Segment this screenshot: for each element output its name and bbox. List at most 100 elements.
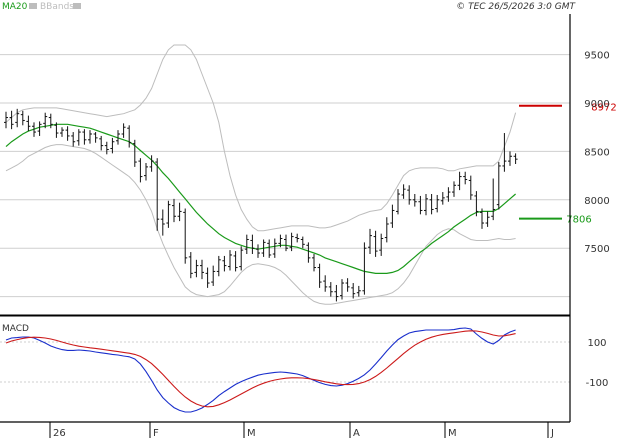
ohlc-bar	[328, 282, 333, 297]
ohlc-bar	[65, 126, 70, 141]
macd-tick-label: -100	[586, 378, 609, 389]
ohlc-bar	[295, 233, 300, 243]
price-tick-label: 7500	[584, 244, 609, 255]
bb-lower-line	[5, 144, 516, 305]
ohlc-bar	[267, 239, 272, 258]
ohlc-bar	[250, 234, 255, 254]
ohlc-bar	[452, 181, 456, 197]
ohlc-bar	[82, 129, 87, 145]
ohlc-bar	[502, 133, 507, 172]
ohlc-bar	[54, 122, 59, 138]
ohlc-bar	[138, 158, 143, 183]
ohlc-bar	[278, 234, 283, 248]
ohlc-bar	[457, 171, 462, 191]
ohlc-bar	[368, 228, 372, 254]
x-tick-label: M	[448, 428, 457, 439]
y-tick-labels: 9500 9000 8500 8000 7500 100 -100	[584, 51, 609, 389]
ohlc-bar	[76, 129, 81, 146]
ohlc-bar	[300, 236, 305, 249]
price-tick-label: 8500	[584, 147, 609, 158]
chart-frame	[0, 14, 571, 423]
ohlc-bar	[424, 194, 428, 216]
ohlc-bar	[272, 238, 277, 258]
ohlc-bar	[20, 110, 25, 126]
bollinger-bands	[5, 44, 517, 305]
ohlc-bar	[284, 234, 288, 252]
ohlc-bar	[166, 200, 171, 228]
macd-line	[5, 327, 516, 413]
ohlc-bar	[480, 208, 484, 229]
ohlc-bar	[233, 251, 238, 272]
ohlc-bar	[239, 246, 244, 271]
ohlc-bar	[351, 283, 356, 299]
ohlc-bar	[183, 208, 188, 264]
x-tick-label: M	[247, 428, 256, 439]
ohlc-bar	[306, 242, 311, 263]
ohlc-bar	[188, 252, 193, 279]
ohlc-bar	[496, 162, 501, 210]
ohlc-bar	[407, 185, 412, 205]
ohlc-bar	[26, 115, 31, 132]
ohlc-bars	[4, 108, 518, 302]
ohlc-bar	[418, 195, 423, 215]
ohlc-bar	[289, 232, 294, 252]
macd-tick-label: 100	[587, 338, 606, 349]
ohlc-bar	[200, 259, 204, 280]
x-tick-label: F	[153, 428, 159, 439]
x-tick-label: A	[353, 428, 360, 439]
ohlc-bar	[194, 259, 199, 278]
ma20-line	[5, 123, 516, 274]
ohlc-bar	[256, 244, 260, 258]
ohlc-bar	[144, 163, 148, 181]
ohlc-bar	[373, 230, 378, 257]
support-label: 7806	[566, 215, 591, 226]
ohlc-bar	[110, 137, 115, 154]
ohlc-bar	[340, 279, 344, 300]
ohlc-bar	[88, 130, 92, 144]
price-tick-label: 8000	[584, 196, 609, 207]
price-tick-label: 9500	[584, 51, 609, 62]
ohlc-bar	[334, 284, 339, 302]
macd-lines	[5, 327, 516, 413]
ohlc-bar	[211, 265, 216, 286]
ohlc-bar	[121, 123, 126, 138]
ohlc-bar	[9, 110, 14, 130]
ohlc-bar	[71, 132, 76, 147]
ohlc-bar	[317, 263, 322, 288]
ohlc-bar	[429, 194, 434, 215]
ohlc-bar	[149, 155, 154, 172]
ohlc-bar	[412, 194, 417, 207]
legend-bbands: BBands	[40, 2, 74, 12]
ohlc-bar	[356, 285, 361, 297]
ohlc-bar	[160, 209, 165, 236]
ohlc-bar	[491, 178, 496, 221]
ohlc-bar	[222, 255, 227, 272]
price-tick-label: 9000	[584, 99, 609, 110]
ohlc-bar	[508, 151, 512, 166]
ohlc-bar	[43, 112, 48, 129]
ohlc-bar	[440, 192, 445, 205]
ohlc-bar	[261, 239, 266, 257]
resistance-label: 8972	[591, 103, 616, 114]
ohlc-bar	[446, 187, 451, 202]
ohlc-bar	[132, 139, 137, 167]
price-gridlines	[0, 54, 570, 298]
macd-title: MACD	[2, 324, 29, 334]
ohlc-bar	[396, 189, 400, 215]
ohlc-bar	[390, 204, 395, 228]
ohlc-bar	[37, 121, 42, 136]
ohlc-bar	[116, 130, 120, 145]
x-tick-labels: 26 F M A M J	[49, 422, 554, 439]
ohlc-bar	[485, 211, 490, 227]
ohlc-bar	[463, 171, 468, 185]
ohlc-bar	[345, 278, 350, 292]
ohlc-bar	[312, 254, 316, 272]
bb-upper-line	[5, 44, 517, 232]
legend-bbands-swatch	[73, 3, 81, 9]
price-levels: 8972 7806	[519, 103, 617, 226]
ohlc-bar	[384, 217, 389, 243]
ohlc-bar	[435, 194, 440, 213]
copyright-text: © TEC 26/5/2026 3:0 GMT	[456, 2, 576, 12]
x-tick-label: J	[550, 428, 554, 439]
ohlc-bar	[468, 175, 473, 200]
